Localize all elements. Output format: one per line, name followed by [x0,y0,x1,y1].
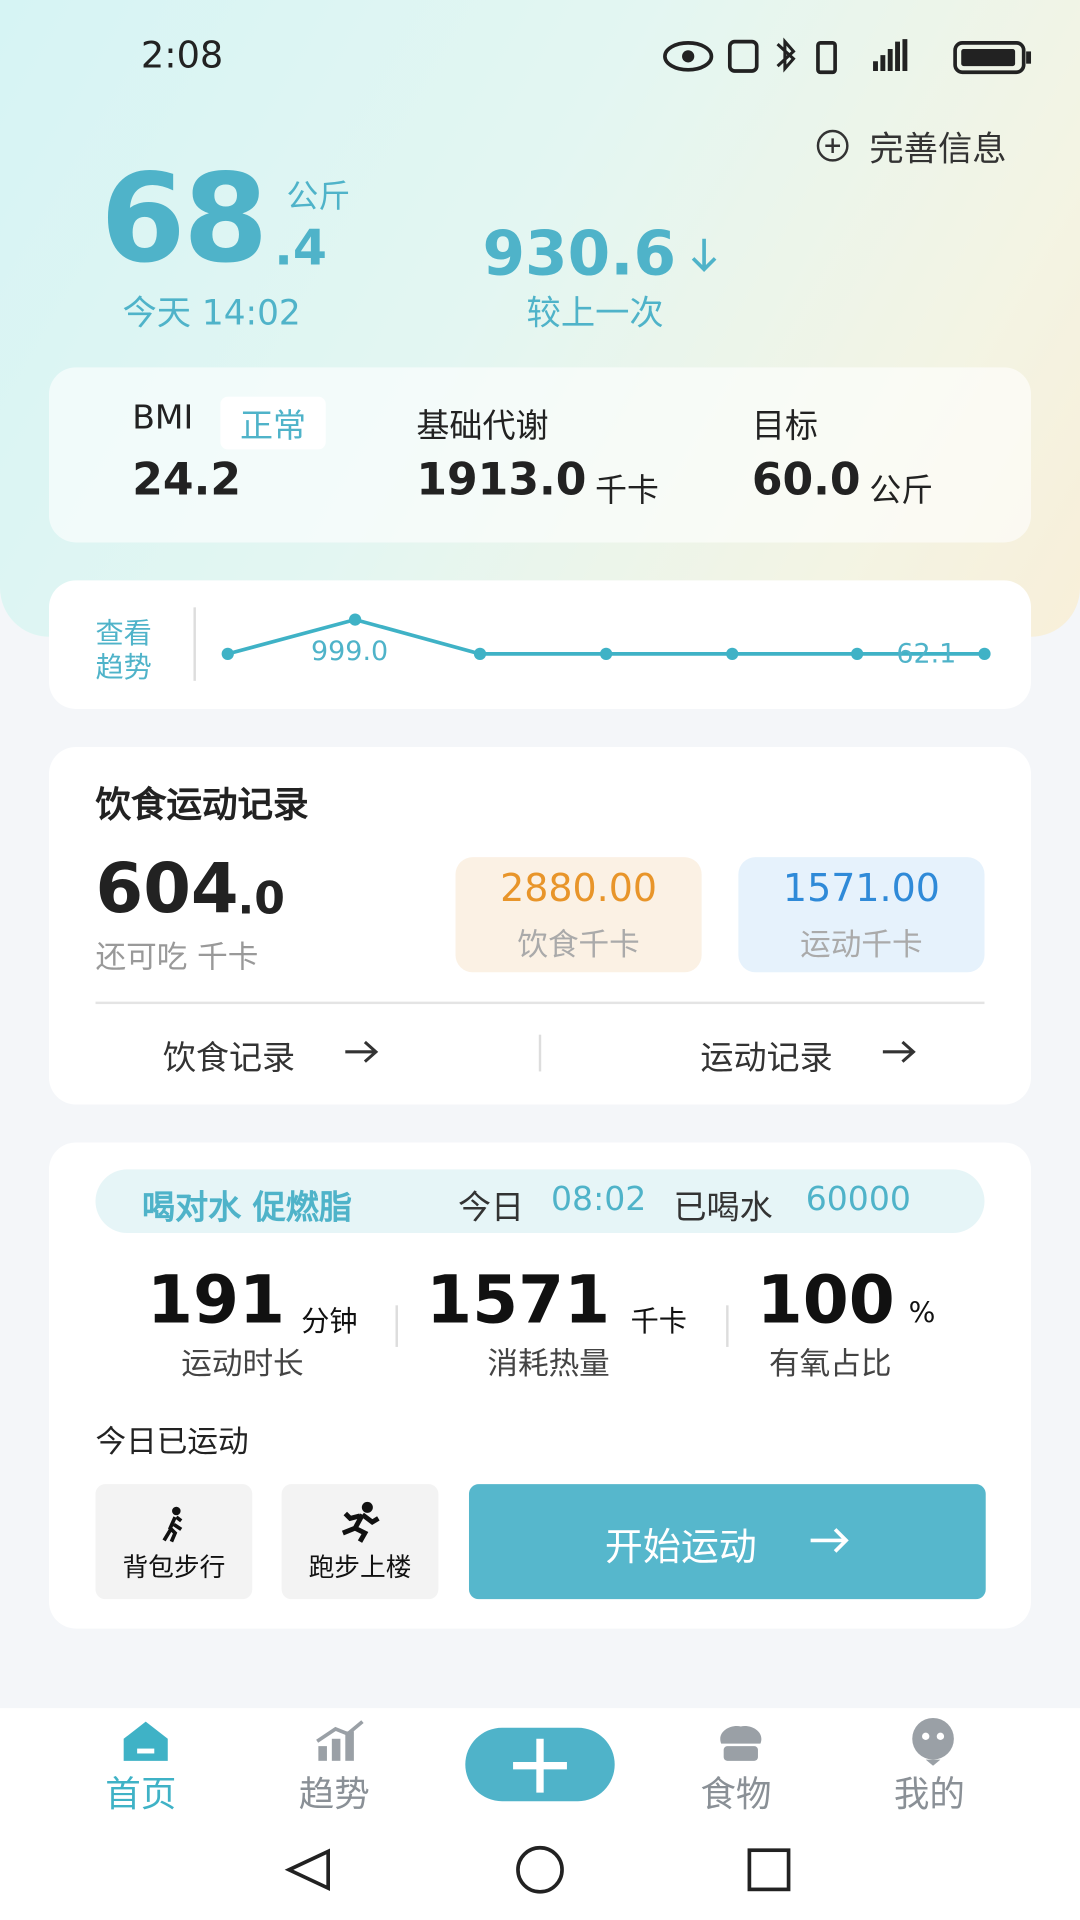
down-arrow [691,238,717,272]
activity-tile[interactable] [281,1484,439,1600]
metric-value: 191 [146,1261,285,1339]
stat-label: BMI [132,399,194,438]
stats-card [48,367,1032,543]
intake-label: 饮食千卡 [517,926,640,963]
divider [193,607,196,681]
stat-unit: 公斤 [869,472,934,510]
nav-label[interactable]: 我的 [893,1773,965,1815]
nav-label[interactable]: 食物 [700,1773,772,1815]
burn-box [738,857,985,973]
exercise-link[interactable]: 运动记录 [700,1039,833,1078]
water-mid: 已喝水 [673,1188,773,1227]
metric-unit: 千卡 [630,1306,687,1339]
walk-icon [162,1506,183,1543]
change-value: 930.6 [482,217,677,289]
trend-card[interactable] [48,580,1032,709]
divider [395,1305,398,1347]
run-icon [341,1501,380,1543]
home-button[interactable] [516,1845,564,1894]
system-nav [284,1845,791,1894]
section-title: 饮食运动记录 [95,783,309,826]
diet-link[interactable]: 饮食记录 [162,1039,296,1078]
status-icons [663,37,1032,75]
stat-label: 基础代谢 [416,407,549,446]
metric-label: 消耗热量 [487,1345,610,1382]
metric-unit: % [908,1297,936,1330]
water-banner [95,1169,985,1234]
today-label: 今日已运动 [95,1424,249,1460]
burn-value: 1571.00 [782,866,940,912]
activity-name[interactable]: 背包步行 [122,1552,226,1583]
bmi-badge: 正常 [220,396,326,450]
stat-value: 24.2 [132,455,242,506]
remaining-integer: 604 [95,849,239,930]
home-icon[interactable] [120,1719,171,1763]
stat-value: 1913.0 [416,455,587,506]
water-time: 08:02 [551,1180,647,1219]
divider [726,1305,729,1347]
metric-label: 有氧占比 [768,1345,892,1382]
start-button-label[interactable]: 开始运动 [604,1525,757,1570]
intake-value: 2880.00 [500,866,658,912]
trend-point-label: 999.0 [311,636,389,668]
weight-integer: 68 [100,146,268,291]
nav-label[interactable]: 趋势 [298,1773,370,1815]
trend-icon[interactable] [313,1719,367,1763]
water-slogan: 喝对水 促燃脂 [142,1188,352,1227]
intake-box [455,857,702,973]
stat-label: 目标 [751,407,818,446]
add-icon[interactable] [816,129,850,163]
weight-unit: 公斤 [286,178,351,216]
trend-label[interactable]: 查看 [95,618,152,651]
remaining-decimal: .0 [237,874,285,925]
profile-icon[interactable] [909,1717,958,1766]
activity-tile[interactable] [95,1484,253,1600]
weight-time: 今天 14:02 [122,292,301,334]
food-icon[interactable] [714,1719,768,1763]
stat-unit: 千卡 [595,472,659,510]
activity-name[interactable]: 跑步上楼 [308,1552,412,1583]
back-button[interactable] [284,1848,331,1892]
metric-unit: 分钟 [301,1306,358,1339]
metric-label: 运动时长 [181,1345,304,1382]
divider [95,1001,985,1005]
nav-label[interactable]: 首页 [105,1773,177,1815]
metric-value: 1571 [426,1261,611,1339]
trend-point-label: 62.1 [896,639,957,670]
plus-icon[interactable] [508,1734,572,1798]
start-button[interactable] [468,1484,986,1600]
recents-button[interactable] [747,1848,791,1892]
stat-value: 60.0 [751,455,861,506]
burn-label: 运动千卡 [800,926,923,963]
water-prefix: 今日 [457,1188,525,1227]
metric-value: 100 [756,1261,895,1339]
remaining-label: 还可吃 千卡 [95,939,259,975]
arrow [882,1040,916,1063]
arrow [810,1528,849,1553]
complete-info[interactable]: 完善信息 [869,128,1007,169]
trend-label[interactable]: 趋势 [95,652,152,685]
status-time: 2:08 [140,34,224,78]
weight-decimal: .4 [274,220,327,277]
divider [538,1034,542,1072]
arrow [345,1040,379,1063]
trend-line [221,613,991,661]
change-label: 较上一次 [526,292,664,334]
water-amount: 60000 [805,1180,911,1219]
